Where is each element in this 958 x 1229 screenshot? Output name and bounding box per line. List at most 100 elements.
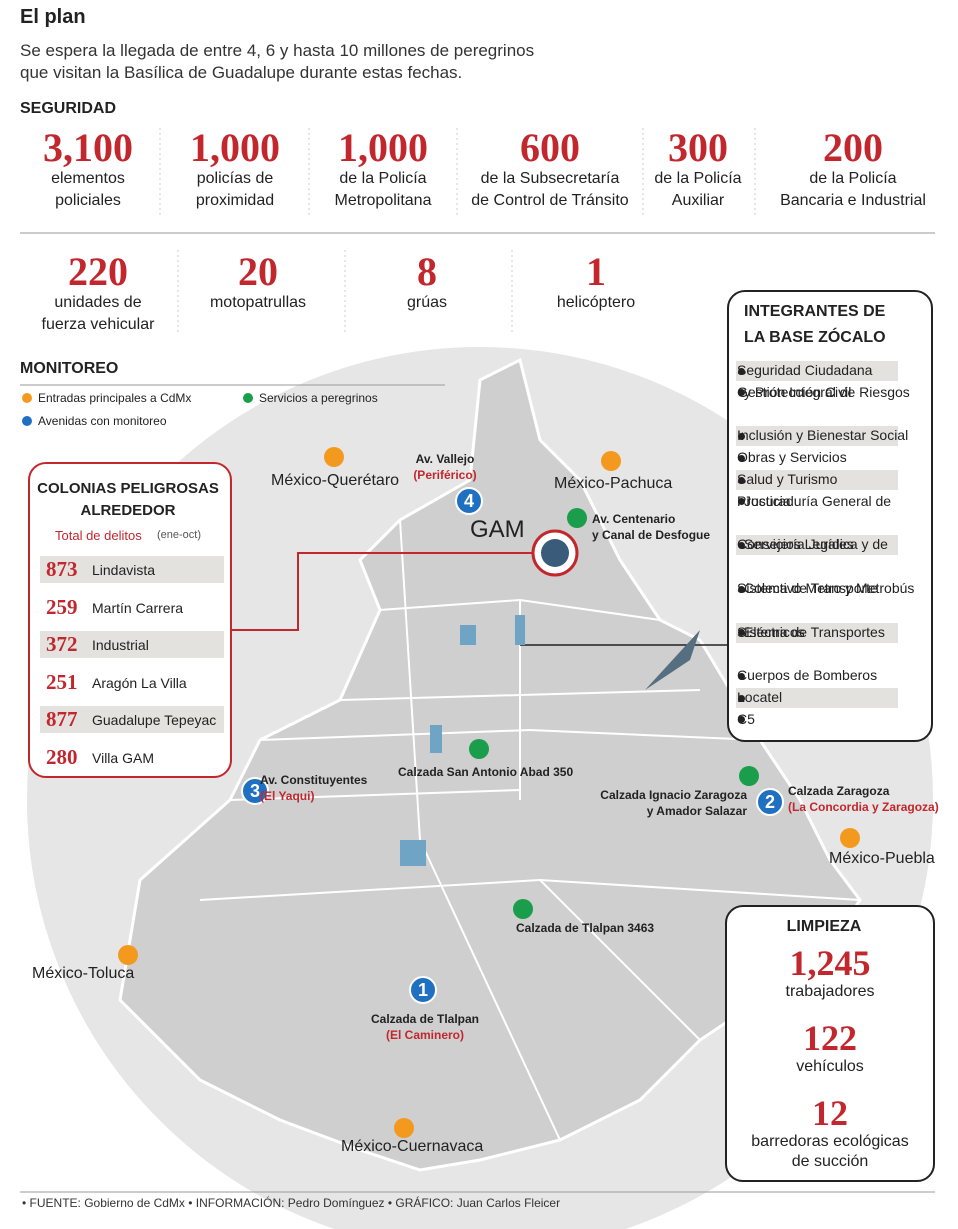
row-shade xyxy=(736,426,898,447)
box-note: (ene-oct) xyxy=(157,529,202,541)
stat-label: grúas xyxy=(406,294,448,311)
map-dot xyxy=(22,416,32,426)
member-item: Eléctricos xyxy=(744,623,805,640)
avenue-detail: (La Concordia y Zaragoza) xyxy=(788,800,939,814)
map-dot xyxy=(22,393,32,403)
member-item: Consejería Jurídica y de xyxy=(737,536,888,553)
colonia-name: Villa GAM xyxy=(92,749,154,766)
entrada-label: México-Puebla xyxy=(829,850,935,867)
avenue-name: Calzada de Tlalpan xyxy=(370,1012,480,1026)
stat-label: elementos xyxy=(51,170,125,187)
map-dot xyxy=(737,541,745,549)
colonia-count: 259 xyxy=(46,594,78,619)
stat-value: 20 xyxy=(238,249,278,294)
map-dot xyxy=(737,389,745,397)
stat-label: vehículos xyxy=(796,1058,864,1075)
stat-value: 1,000 xyxy=(190,125,280,170)
avenue-number: 3 xyxy=(241,777,269,805)
stat-value: 1,000 xyxy=(338,125,428,170)
avenue-detail: (El Caminero) xyxy=(385,1028,464,1042)
map-dot xyxy=(324,447,344,467)
row-shade xyxy=(736,622,898,643)
member-item: Justicia xyxy=(744,492,791,509)
stat-value: 600 xyxy=(520,125,580,170)
stat-value: 12 xyxy=(812,1093,848,1133)
servicio-label: Calzada Ignacio Zaragoza xyxy=(600,788,747,802)
servicio-label: Calzada de Tlalpan 3463 xyxy=(516,921,655,935)
entrada-label: México-Pachuca xyxy=(554,475,673,492)
stat-value: 8 xyxy=(417,249,437,294)
limpieza-box xyxy=(725,905,935,1182)
map-dot xyxy=(737,476,745,484)
avenue-detail: (El Yaqui) xyxy=(260,789,315,803)
stat-label: policías de xyxy=(196,170,274,187)
box-title: LIMPIEZA xyxy=(786,918,862,935)
avenue-name: Av. Vallejo xyxy=(415,452,475,466)
avenue-name: Calzada Zaragoza xyxy=(788,784,890,798)
member-item: Inclusión y Bienestar Social xyxy=(737,427,909,444)
stat-value: 200 xyxy=(823,125,883,170)
member-item: Servicios Legales xyxy=(744,536,854,553)
colonia-count: 251 xyxy=(46,669,78,694)
map-dot xyxy=(737,629,745,637)
row-shade xyxy=(40,556,224,583)
box-subtitle: Total de delitos xyxy=(55,528,142,543)
stat-value: 1 xyxy=(586,249,606,294)
stat-value: 3,100 xyxy=(43,125,133,170)
stat-label: Metropolitana xyxy=(334,192,432,209)
map-dot xyxy=(243,393,253,403)
servicio-label: Calzada San Antonio Abad 350 xyxy=(398,765,574,779)
stat-label: de Control de Tránsito xyxy=(471,192,629,209)
servicio-label: y Canal de Desfogue xyxy=(592,528,711,542)
stat-label: de la Policía xyxy=(339,170,427,187)
legend-label: Servicios a peregrinos xyxy=(259,391,378,405)
stat-label: helicóptero xyxy=(556,294,636,311)
member-item: Procuraduría General de xyxy=(737,492,892,509)
avenue-number: 1 xyxy=(409,976,437,1004)
colonia-name: Industrial xyxy=(92,637,149,653)
row-shade xyxy=(40,706,224,733)
map-dot xyxy=(737,672,745,680)
map-dot xyxy=(737,694,745,702)
member-item: Gestión Integral de Riesgos xyxy=(737,383,910,400)
avenue-number: 2 xyxy=(756,788,784,816)
row-shade xyxy=(736,361,898,381)
map-dot xyxy=(739,766,759,786)
colonia-count: 280 xyxy=(46,744,78,769)
stat-label: de la Subsecretaría xyxy=(480,170,620,187)
colonia-count: 877 xyxy=(46,707,78,731)
member-item: Cuerpos de Bomberos xyxy=(737,667,878,684)
legend-label: Entradas principales a CdMx xyxy=(38,391,192,405)
stat-label: Bancaria e Industrial xyxy=(780,192,926,209)
map-dot xyxy=(737,716,745,724)
colonia-name: Martín Carrera xyxy=(92,599,184,616)
entrada-label: México-Toluca xyxy=(32,965,135,982)
stat-label: barredoras ecológicas xyxy=(751,1133,909,1150)
member-item: Sistema de Transporte xyxy=(737,580,878,596)
member-item: y Protección Civil xyxy=(744,383,852,400)
footer: • FUENTE: Gobierno de CdMx • INFORMACIÓN… xyxy=(22,1196,561,1210)
map-dot xyxy=(118,945,138,965)
avenue-name: Av. Constituyentes xyxy=(260,773,368,787)
map-dot xyxy=(567,508,587,528)
stat-label: de la Policía xyxy=(809,170,897,187)
map-dot xyxy=(737,432,745,440)
stat-value: 1,245 xyxy=(789,943,871,983)
servicio-label: Av. Centenario xyxy=(592,512,676,526)
box-title: INTEGRANTES DE xyxy=(744,303,886,320)
map-dot xyxy=(601,451,621,471)
stat-label: de succión xyxy=(791,1153,869,1170)
row-shade xyxy=(736,470,898,490)
map-dot xyxy=(469,739,489,759)
stat-label: motopatrullas xyxy=(209,294,307,311)
title: El plan xyxy=(20,6,86,28)
member-item: Obras y Servicios xyxy=(737,449,847,466)
stat-label: de la Policía xyxy=(654,170,742,187)
member-item: Locatel xyxy=(737,689,783,705)
row-shade xyxy=(40,631,224,658)
map-dot xyxy=(394,1118,414,1138)
map-dot xyxy=(737,454,745,462)
section-heading: MONITOREO xyxy=(20,360,119,377)
legend-label: Avenidas con monitoreo xyxy=(38,414,167,428)
